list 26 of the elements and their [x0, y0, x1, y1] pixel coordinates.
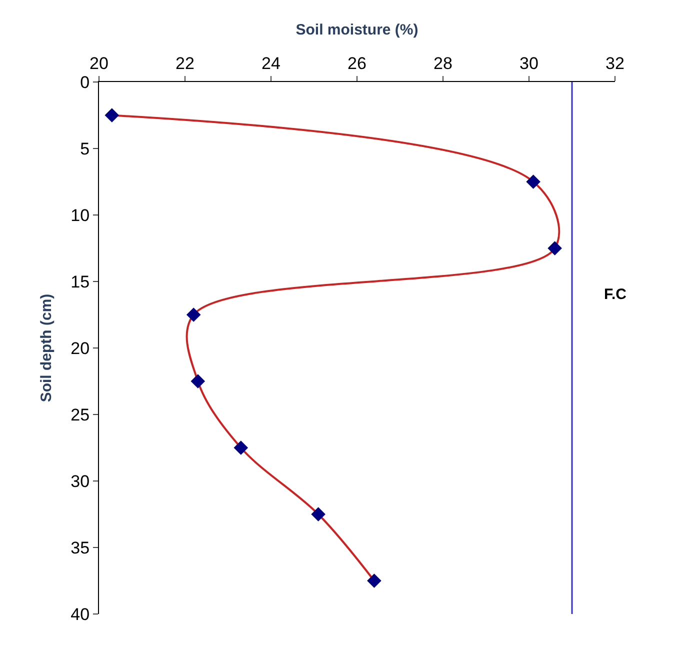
y-tick-label: 35	[70, 538, 90, 558]
point	[367, 574, 382, 588]
y-tick-label: 15	[70, 272, 90, 292]
y-tick-label: 20	[70, 338, 90, 358]
y-tick-label: 25	[70, 405, 90, 424]
y-axis-title: Soil depth (cm)	[38, 294, 55, 402]
y-tick-label: 10	[70, 206, 90, 225]
x-tick-label: 28	[434, 54, 452, 74]
x-tick-label: 26	[348, 54, 366, 74]
point	[526, 174, 540, 189]
y-tick-label: 40	[70, 604, 90, 624]
y-tick-label: 5	[80, 139, 90, 158]
point	[311, 507, 326, 522]
x-tick-label: 30	[520, 54, 538, 74]
point	[190, 374, 206, 388]
x-tick-label: 24	[262, 54, 280, 74]
ref-line-label: F.C	[604, 286, 627, 303]
x-tick-label: 32	[606, 54, 624, 74]
y-tick-label: 30	[70, 472, 90, 491]
x-axis-title: Soil moisture (%)	[296, 21, 418, 38]
point	[186, 308, 201, 322]
point	[234, 440, 248, 455]
point	[104, 108, 120, 122]
point	[548, 241, 562, 256]
y-tick-label: 0	[80, 72, 90, 92]
x-tick-label: 22	[176, 54, 194, 74]
